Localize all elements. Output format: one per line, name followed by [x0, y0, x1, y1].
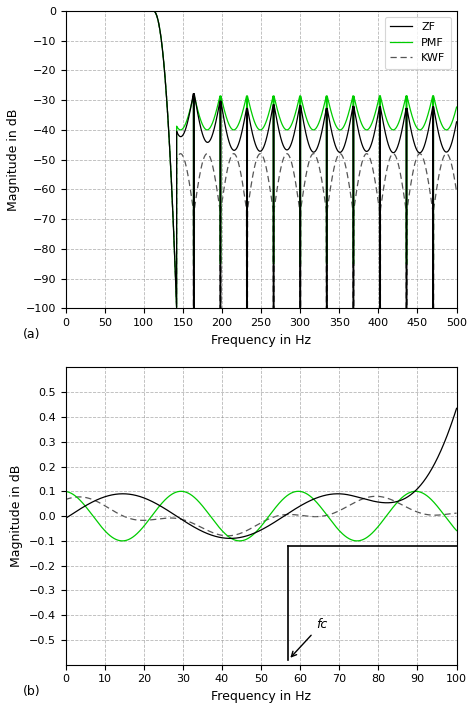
ZF	[454, 118, 459, 126]
PMF	[64, 6, 70, 15]
PMF	[63, 6, 68, 15]
KWF	[64, 6, 70, 15]
Text: (a): (a)	[23, 328, 40, 341]
PMF	[174, 303, 180, 312]
PMF	[86, 6, 92, 15]
KWF	[139, 6, 145, 15]
KWF	[254, 155, 260, 163]
PMF	[454, 103, 459, 111]
ZF	[191, 304, 196, 312]
PMF	[254, 123, 260, 131]
KWF	[454, 187, 459, 196]
Text: fc: fc	[292, 618, 327, 657]
X-axis label: Frequency in Hz: Frequency in Hz	[211, 334, 311, 346]
PMF	[79, 6, 85, 15]
ZF	[86, 6, 92, 15]
PMF	[139, 6, 145, 15]
Line: ZF: ZF	[65, 11, 456, 308]
ZF	[64, 6, 70, 15]
Y-axis label: Magnitude in dB: Magnitude in dB	[10, 465, 23, 567]
ZF	[433, 116, 439, 124]
KWF	[63, 6, 68, 15]
ZF	[79, 6, 85, 15]
ZF	[254, 143, 260, 152]
Text: (b): (b)	[23, 684, 40, 697]
KWF	[433, 190, 439, 198]
Legend: ZF, PMF, KWF: ZF, PMF, KWF	[384, 16, 451, 69]
ZF	[63, 6, 68, 15]
Line: PMF: PMF	[65, 11, 456, 307]
ZF	[139, 6, 145, 15]
KWF	[79, 6, 85, 15]
X-axis label: Frequency in Hz: Frequency in Hz	[211, 690, 311, 703]
Y-axis label: Magnitude in dB: Magnitude in dB	[7, 109, 20, 211]
Line: KWF: KWF	[65, 11, 456, 308]
KWF	[86, 6, 92, 15]
PMF	[433, 102, 439, 110]
KWF	[191, 304, 196, 312]
